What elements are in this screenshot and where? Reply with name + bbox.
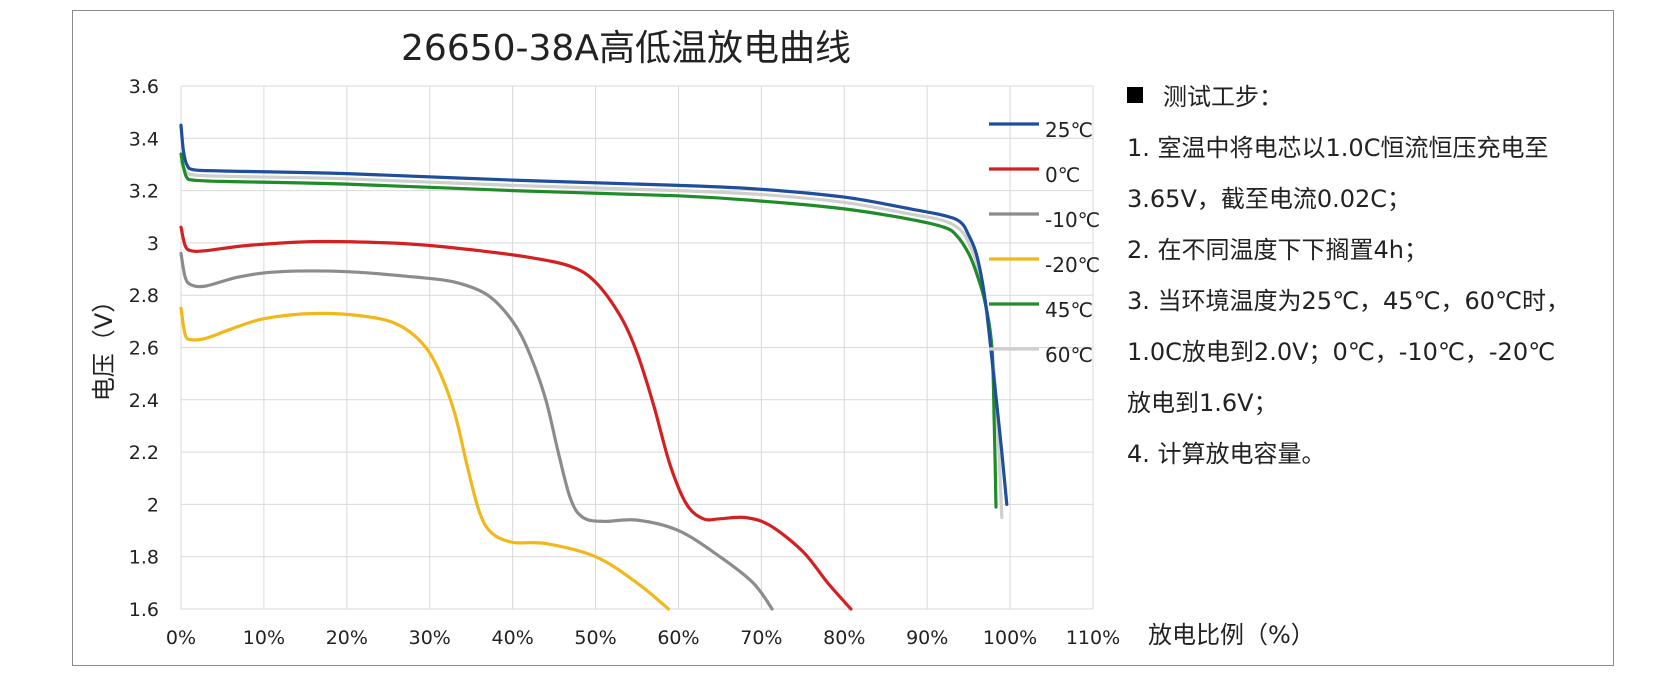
legend-label: 0℃ <box>1045 163 1080 187</box>
x-tick-label: 40% <box>492 627 534 649</box>
series-line <box>179 251 774 611</box>
x-tick-label: 0% <box>166 627 196 649</box>
x-tick-label: 30% <box>409 627 451 649</box>
y-tick-label: 2.2 <box>129 442 159 464</box>
test-procedure-notes: 测试工步： 1. 室温中将电芯以1.0C恒流恒压充电至 3.65V，截至电流0.… <box>1127 72 1627 480</box>
legend-label: 45℃ <box>1045 298 1093 322</box>
x-tick-label: 80% <box>823 627 865 649</box>
legend-label: 60℃ <box>1045 343 1093 367</box>
y-tick-label: 1.6 <box>129 599 159 621</box>
y-tick-label: 3 <box>147 233 159 255</box>
legend-label: 25℃ <box>1045 118 1093 142</box>
x-tick-label: 70% <box>740 627 782 649</box>
legend: 25℃ 0℃ -10℃ -20℃ 45℃ 60℃ <box>989 118 1100 367</box>
y-tick-label: 2.8 <box>129 285 159 307</box>
series-lines <box>179 123 1009 611</box>
note-line: 3.65V，截至电流0.02C； <box>1127 185 1412 213</box>
y-tick-label: 2.6 <box>129 338 159 360</box>
series-line <box>179 225 853 611</box>
series-line <box>179 123 1009 506</box>
bullet-square-icon <box>1127 87 1143 103</box>
x-tick-label: 20% <box>326 627 368 649</box>
note-line: 放电到1.6V； <box>1127 389 1278 417</box>
x-tick-label: 10% <box>243 627 285 649</box>
x-tick-label: 60% <box>657 627 699 649</box>
y-tick-label: 2 <box>147 494 159 516</box>
x-tick-label: 110% <box>1066 627 1120 649</box>
legend-label: -10℃ <box>1045 208 1100 232</box>
y-tick-label: 3.4 <box>129 128 159 150</box>
note-line: 3. 当环境温度为25℃，45℃，60℃时， <box>1127 287 1571 315</box>
x-tick-label: 100% <box>983 627 1037 649</box>
y-tick-label: 3.6 <box>129 76 159 98</box>
x-tick-label: 90% <box>906 627 948 649</box>
note-line: 1.0C放电到2.0V；0℃，-10℃，-20℃ <box>1127 338 1556 366</box>
tick-labels: 1.6 1.8 2 2.2 2.4 2.6 2.8 3 3.2 3.4 3.6 0% 10% 20% 30%… <box>129 76 1120 649</box>
x-axis-title: 放电比例（%） <box>1148 621 1315 649</box>
x-tick-label: 50% <box>574 627 616 649</box>
legend-label: -20℃ <box>1045 253 1100 277</box>
y-tick-label: 1.8 <box>129 547 159 569</box>
notes-heading: 测试工步： <box>1163 83 1283 111</box>
notes-heading-line: 测试工步： <box>1127 72 1627 123</box>
chart-title: 26650-38A高低温放电曲线 <box>401 28 851 69</box>
y-tick-label: 3.2 <box>129 181 159 203</box>
y-tick-label: 2.4 <box>129 390 159 412</box>
note-line: 4. 计算放电容量。 <box>1127 440 1326 468</box>
grid <box>180 85 1094 610</box>
series-line <box>179 306 671 611</box>
note-line: 2. 在不同温度下下搁置4h； <box>1127 236 1429 264</box>
note-line: 1. 室温中将电芯以1.0C恒流恒压充电至 <box>1127 134 1549 162</box>
y-axis-title: 电压（V） <box>90 289 118 401</box>
